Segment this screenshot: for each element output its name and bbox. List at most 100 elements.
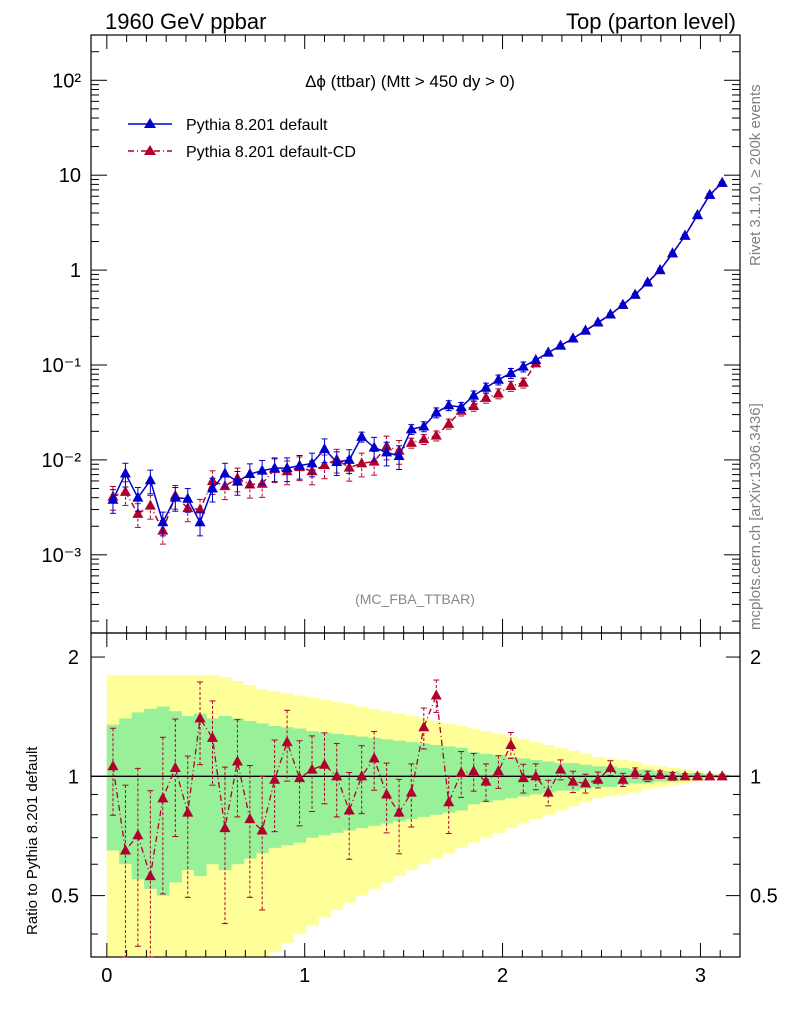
data-point-cd <box>505 380 517 391</box>
data-point-default <box>517 360 529 371</box>
rivet-label: Rivet 3.1.10, ≥ 200k events <box>747 84 764 266</box>
data-point-default <box>567 332 579 343</box>
ratio-data-point <box>530 770 542 781</box>
ratio-data-point <box>256 824 268 835</box>
ratio-data-point <box>194 712 206 723</box>
data-point-default <box>269 462 281 473</box>
data-point-cd <box>418 433 430 444</box>
ratio-y-tick-label: 1 <box>68 766 79 788</box>
data-point-cd <box>492 387 504 398</box>
data-point-default <box>206 482 218 493</box>
legend-label-cd: Pythia 8.201 default-CD <box>186 144 356 161</box>
ratio-y-tick-label: 0.5 <box>51 886 79 908</box>
data-point-default <box>132 491 144 502</box>
ratio-data-point <box>368 752 380 763</box>
data-point-cd <box>480 391 492 402</box>
ratio-data-point <box>704 770 716 781</box>
data-point-default <box>505 367 517 378</box>
data-point-default <box>256 464 268 475</box>
data-point-default <box>716 176 728 187</box>
ratio-data-point <box>318 758 330 769</box>
data-point-default <box>107 493 119 504</box>
ratio-y-tick-label-right: 2 <box>750 647 761 669</box>
data-point-default <box>194 516 206 527</box>
ratio-frame <box>90 632 741 958</box>
data-point-cd <box>144 499 156 510</box>
ratio-y-tick-label-right: 0.5 <box>750 886 778 908</box>
ratio-data-point <box>132 829 144 840</box>
ratio-data-point <box>418 721 430 732</box>
ratio-data-point <box>231 755 243 766</box>
data-point-default <box>393 449 405 460</box>
ratio-data-point <box>219 822 231 833</box>
ratio-data-point <box>157 792 169 803</box>
band-green <box>467 752 481 805</box>
data-point-default <box>492 373 504 384</box>
band-green <box>430 744 443 815</box>
ratio-data-point <box>206 731 218 742</box>
ratio-data-point <box>393 806 405 817</box>
band-green <box>504 756 518 799</box>
ratio-data-point <box>281 736 293 747</box>
ratio-data-point <box>617 773 629 784</box>
data-point-default <box>468 389 480 400</box>
y-tick-label: 10² <box>52 70 81 92</box>
data-point-cd <box>443 417 455 428</box>
data-point-default <box>294 459 306 470</box>
band-green <box>206 718 220 865</box>
ratio-data-point <box>542 786 554 797</box>
band-green <box>330 733 344 833</box>
band-green <box>280 727 294 846</box>
header-right: Top (parton level) <box>566 9 736 34</box>
data-point-default <box>667 247 679 258</box>
mcplots-label: mcplots.cern.ch [arXiv:1306.3436] <box>747 403 764 630</box>
series-cd-line <box>112 182 723 533</box>
ratio-data-point <box>716 770 728 781</box>
band-green <box>442 746 456 813</box>
y-tick-label: 10 <box>59 165 81 187</box>
ratio-data-point <box>430 689 442 700</box>
data-point-cd <box>194 503 206 514</box>
data-point-default <box>617 298 629 309</box>
ratio-data-point <box>604 761 616 772</box>
header-left: 1960 GeV ppbar <box>105 9 266 34</box>
data-point-default <box>318 443 330 454</box>
main-annotation: (MC_FBA_TTBAR) <box>355 591 475 607</box>
data-point-default <box>231 475 243 486</box>
ratio-data-point <box>679 770 691 781</box>
ratio-data-point <box>244 813 256 824</box>
data-point-default <box>642 276 654 287</box>
band-green <box>417 743 431 817</box>
main-title: Δϕ (ttbar) (Mtt > 450 dy > 0) <box>305 72 515 91</box>
band-green <box>243 720 257 859</box>
ratio-data-point <box>169 761 181 772</box>
ratio-data-point <box>579 777 591 788</box>
data-point-default <box>182 492 194 503</box>
legend: Pythia 8.201 default Pythia 8.201 defaul… <box>128 117 356 161</box>
ratio-data-point <box>119 844 131 855</box>
ratio-data-point <box>343 804 355 815</box>
band-green <box>144 708 157 889</box>
x-tick-label: 0 <box>101 965 112 987</box>
series-default-line <box>112 182 723 525</box>
data-point-cd <box>132 507 144 518</box>
band-green <box>542 761 555 793</box>
ratio-data-point <box>691 770 703 781</box>
data-point-cd <box>405 436 417 447</box>
ratio-data-point <box>455 766 467 777</box>
data-point-default <box>144 474 156 485</box>
ratio-data-point <box>294 772 306 783</box>
data-point-default <box>654 264 666 275</box>
ratio-data-point <box>642 770 654 781</box>
data-point-default <box>244 468 256 479</box>
y-tick-label: 10⁻² <box>42 450 82 472</box>
data-point-default <box>331 456 343 467</box>
data-point-default <box>691 209 703 220</box>
ratio-data-point <box>182 806 194 817</box>
data-point-default <box>418 420 430 431</box>
data-point-default <box>169 491 181 502</box>
ratio-data-point <box>567 775 579 786</box>
main-panel: 10⁻³ 10⁻² 10⁻¹ 1 10 10² <box>42 34 741 634</box>
ratio-data-point <box>492 765 504 776</box>
